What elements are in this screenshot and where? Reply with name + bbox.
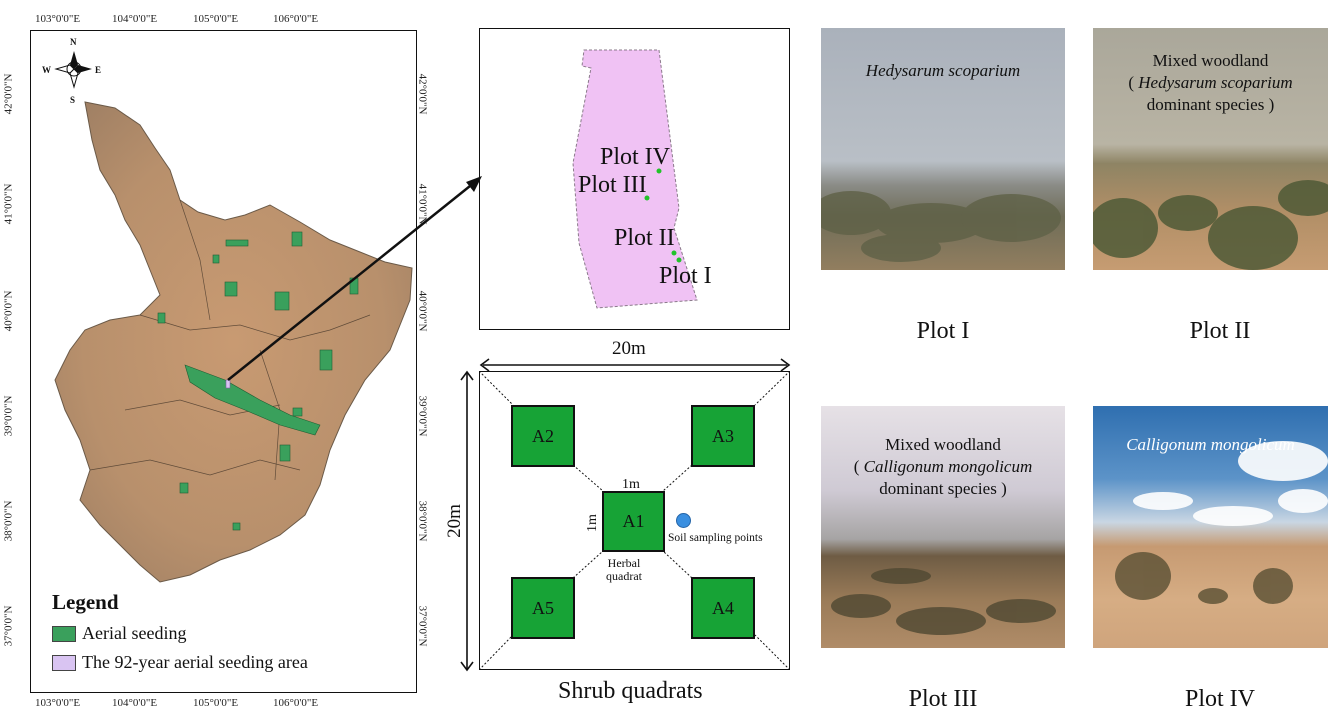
species-name: Hedysarum scoparium — [865, 61, 1021, 80]
caption-paren: ( — [853, 457, 864, 476]
quadrat-width-label: 20m — [612, 338, 646, 359]
plot-iii-point — [644, 195, 650, 201]
plot-i-point — [676, 257, 682, 263]
legend-label: The 92-year aerial seeding area — [82, 652, 308, 672]
lon-tick: 105°0'0"E — [193, 697, 239, 709]
caption-line: ( Calligonum mongolicum — [821, 456, 1065, 478]
photo-label: Plot IV — [1184, 686, 1255, 712]
quadrat-a4: A4 — [691, 577, 755, 639]
compass-icon — [54, 51, 92, 89]
legend-item-92-year-area: The 92-year aerial seeding area — [52, 652, 308, 673]
lat-tick: 39°0'0"N — [2, 395, 15, 437]
inset-label-plot-ii: Plot II — [614, 225, 675, 251]
compass-w: W — [42, 65, 51, 75]
photo-caption: Mixed woodland ( Calligonum mongolicum d… — [821, 434, 1065, 500]
inset-label-plot-iii: Plot III — [578, 172, 647, 198]
lon-tick: 103°0'0"E — [35, 697, 81, 709]
plot-iv-point — [656, 168, 662, 174]
photo-caption: Mixed woodland ( Hedysarum scoparium dom… — [1093, 50, 1328, 116]
lat-tick: 37°0'0"N — [2, 605, 15, 647]
quadrat-a3: A3 — [691, 405, 755, 467]
lon-tick: 106°0'0"E — [273, 697, 319, 709]
quadrat-diagonals — [479, 371, 790, 670]
aerial-seeding-swatch — [52, 625, 76, 642]
legend-item-aerial-seeding: Aerial seeding — [52, 623, 308, 644]
quadrat-a2: A2 — [511, 405, 575, 467]
map-frame — [30, 30, 417, 693]
inset-area — [572, 49, 698, 309]
lat-tick: 42°0'0"N — [416, 73, 429, 115]
plot-ii-point — [671, 250, 677, 256]
soil-point-icon — [676, 513, 691, 528]
photo-label: Plot III — [908, 686, 978, 712]
lat-tick: 38°0'0"N — [2, 500, 15, 542]
photo-label: Plot I — [916, 318, 970, 344]
lat-tick: 38°0'0"N — [416, 500, 429, 542]
photo-plot-iii: Mixed woodland ( Calligonum mongolicum d… — [821, 406, 1065, 648]
lat-tick: 37°0'0"N — [416, 605, 429, 647]
herbal-quadrat-label: Herbal quadrat — [606, 556, 642, 583]
species-name: Calligonum mongolicum — [1126, 435, 1295, 454]
lon-tick: 106°0'0"E — [273, 13, 319, 25]
photo-caption: Calligonum mongolicum — [1093, 434, 1328, 456]
inner-width-label: 1m — [622, 477, 640, 492]
inner-height-label: 1m — [584, 514, 600, 532]
seeding-area-swatch — [52, 654, 76, 671]
zoom-arrow — [227, 176, 482, 381]
quadrat-width-arrow — [479, 358, 791, 372]
region-shape — [54, 101, 413, 583]
quadrat-a5: A5 — [511, 577, 575, 639]
compass-s: S — [70, 95, 76, 105]
shrub-quadrats-title: Shrub quadrats — [558, 678, 703, 704]
lat-tick: 39°0'0"N — [416, 395, 429, 437]
lat-tick: 40°0'0"N — [2, 290, 15, 332]
map-legend: Legend Aerial seeding The 92-year aerial… — [52, 590, 308, 673]
photo-label: Plot II — [1189, 318, 1251, 344]
inset-frame — [479, 28, 790, 330]
caption-line: ( Hedysarum scoparium — [1093, 72, 1328, 94]
photo-caption: Hedysarum scoparium — [821, 60, 1065, 82]
lon-tick: 104°0'0"E — [112, 697, 158, 709]
inset-label-plot-i: Plot I — [659, 263, 712, 289]
soil-sampling-label: Soil sampling points — [668, 532, 763, 544]
legend-title: Legend — [52, 590, 119, 614]
photo-plot-ii: Mixed woodland ( Hedysarum scoparium dom… — [1093, 28, 1328, 270]
lon-tick: 103°0'0"E — [35, 13, 81, 25]
photo-plot-iv: Calligonum mongolicum — [1093, 406, 1328, 648]
quadrat-height-arrow — [460, 370, 474, 672]
species-name: Hedysarum scoparium — [1138, 73, 1293, 92]
shrub-quadrat-frame — [479, 371, 790, 670]
lat-tick: 42°0'0"N — [2, 73, 15, 115]
lon-tick: 104°0'0"E — [112, 13, 158, 25]
lat-tick: 41°0'0"N — [2, 183, 15, 225]
caption-line: dominant species ) — [879, 479, 1007, 498]
caption-line: dominant species ) — [1146, 95, 1275, 114]
legend-label: Aerial seeding — [82, 623, 187, 643]
species-name: Calligonum mongolicum — [863, 457, 1033, 476]
lon-tick: 105°0'0"E — [193, 13, 239, 25]
caption-line: Mixed woodland — [885, 435, 1001, 454]
region-map — [54, 51, 413, 583]
quadrat-a1: A1 — [602, 491, 665, 552]
inset-label-plot-iv: Plot IV — [600, 144, 671, 170]
caption-paren: ( — [1128, 73, 1139, 92]
caption-line: Mixed woodland — [1152, 51, 1269, 70]
photo-plot-i: Hedysarum scoparium — [821, 28, 1065, 270]
compass-e: E — [95, 65, 102, 75]
compass-n: N — [70, 37, 77, 47]
